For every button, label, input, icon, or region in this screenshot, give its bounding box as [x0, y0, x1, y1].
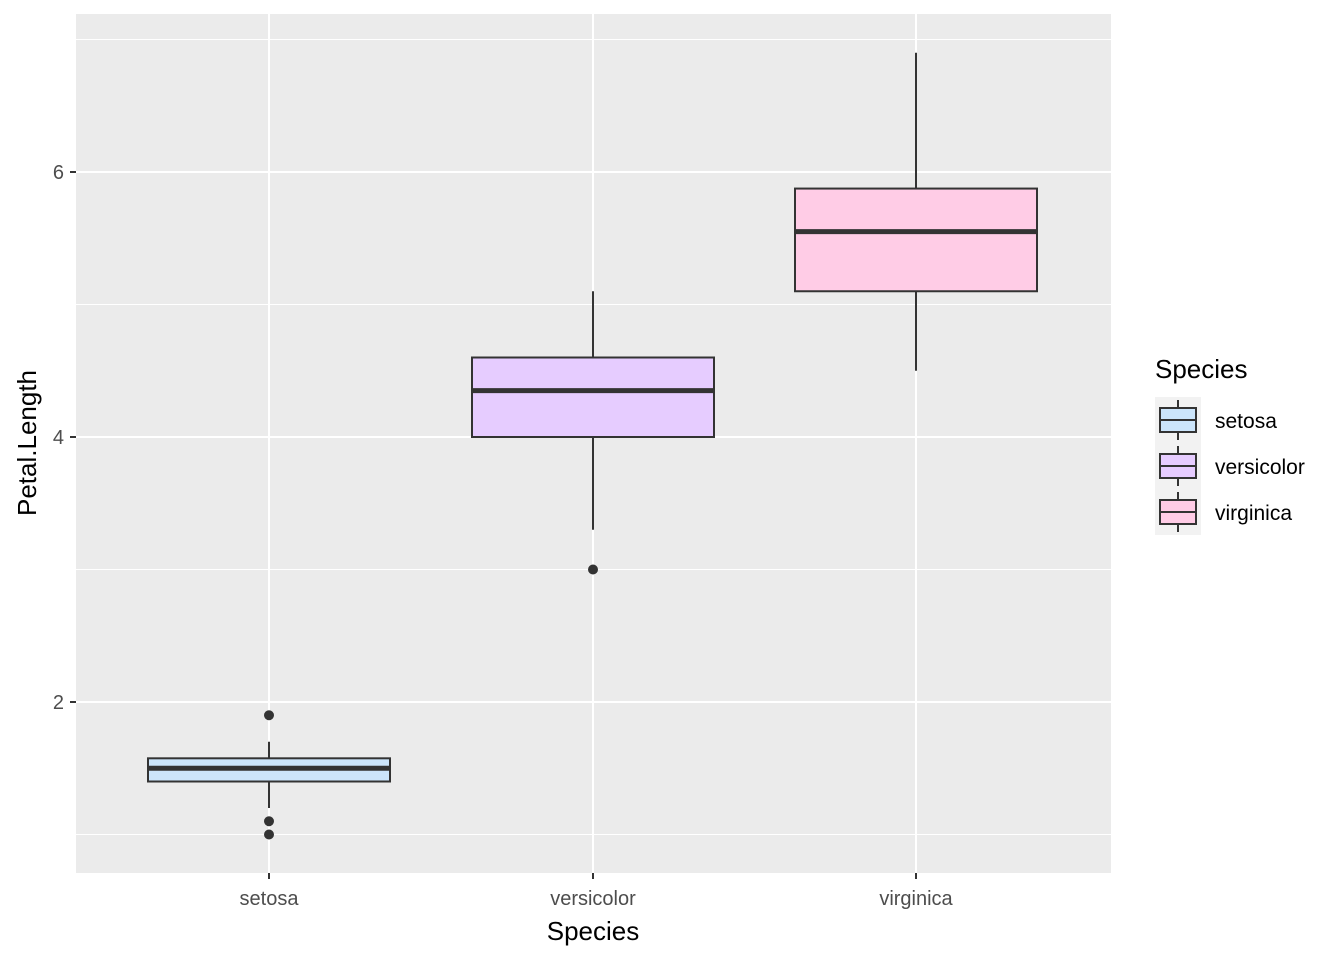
legend-keys: setosa versicolor virginica [1155, 397, 1305, 535]
legend-label: setosa [1215, 410, 1277, 433]
x-tick-label: versicolor [550, 888, 636, 910]
legend-entry-virginica: virginica [1155, 489, 1292, 535]
x-tick-label: virginica [879, 888, 953, 910]
x-axis-title: Species [547, 916, 640, 946]
legend-label: virginica [1215, 502, 1292, 525]
legend: Species setosa versicolor virginica [1155, 354, 1305, 535]
legend-entry-setosa: setosa [1155, 397, 1277, 443]
y-tick-label: 6 [53, 162, 64, 184]
y-axis: 2 4 6 [53, 162, 76, 714]
box-setosa [147, 710, 391, 840]
outlier-point [588, 564, 598, 575]
outlier-point [264, 816, 274, 827]
outlier-point [264, 710, 274, 721]
outlier-point [264, 829, 274, 840]
box-virginica [794, 52, 1038, 371]
legend-title: Species [1155, 354, 1248, 384]
y-axis-title: Petal.Length [12, 370, 42, 516]
box-iqr [471, 356, 715, 438]
box-versicolor [471, 291, 715, 575]
x-axis: setosa versicolor virginica [240, 873, 954, 910]
boxes [147, 52, 1038, 840]
x-tick-label: setosa [240, 888, 300, 910]
legend-label: versicolor [1215, 456, 1305, 479]
legend-entry-versicolor: versicolor [1155, 443, 1305, 489]
y-tick-label: 2 [53, 692, 64, 714]
box-iqr [794, 187, 1038, 293]
y-tick-label: 4 [53, 427, 64, 449]
